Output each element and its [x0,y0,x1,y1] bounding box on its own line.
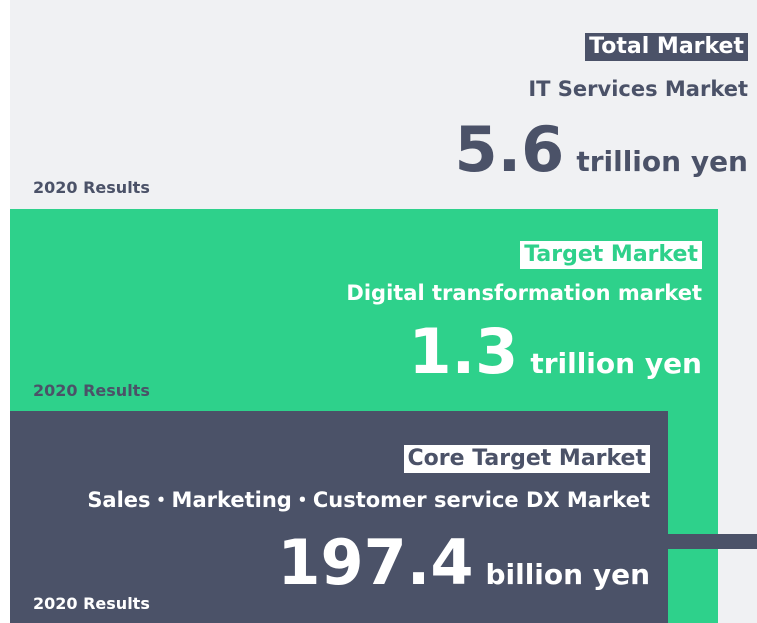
connector-bar [668,534,757,549]
target-market-tag-wrap: Target Market [520,241,702,269]
total-market-value: 5.6 [454,113,565,186]
target-market-name: Digital transformation market [346,281,702,305]
total-market-tag-wrap: Total Market [585,33,748,61]
target-market-unit: trillion yen [530,347,702,380]
total-market-period: 2020 Results [33,178,150,197]
total-market-figure: 5.6 trillion yen [454,112,748,204]
target-market-value: 1.3 [408,315,519,388]
core-market-tag-wrap: Core Target Market [403,445,650,473]
target-market-tag: Target Market [520,241,702,269]
target-market-period: 2020 Results [33,381,150,400]
core-market-unit: billion yen [485,558,650,591]
core-market-tag: Core Target Market [403,445,650,473]
core-market-period: 2020 Results [33,594,150,613]
total-market-name: IT Services Market [528,77,748,101]
core-market-figure: 197.4 billion yen [277,525,650,617]
total-market-unit: trillion yen [576,145,748,178]
total-market-tag: Total Market [585,33,748,61]
core-market-name: Sales・Marketing・Customer service DX Mark… [87,488,650,512]
target-market-figure: 1.3 trillion yen [408,314,702,406]
core-market-value: 197.4 [277,526,474,599]
